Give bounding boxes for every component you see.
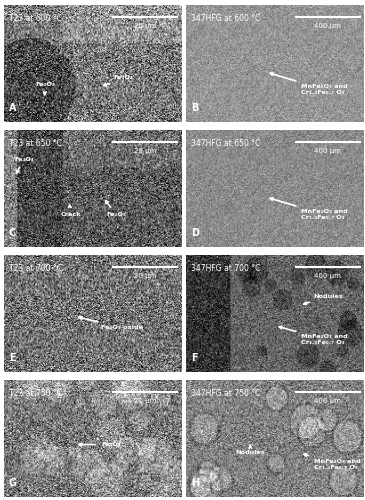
Text: 347HFG at 650 °C: 347HFG at 650 °C [192,140,261,148]
Text: Crack: Crack [60,205,81,217]
Text: A: A [9,103,16,113]
Text: 347HFG at 750 °C: 347HFG at 750 °C [192,390,261,398]
Text: T23 at 650 °C: T23 at 650 °C [9,140,62,148]
Text: 347HFG at 700 °C: 347HFG at 700 °C [192,264,261,274]
Text: 20 μm: 20 μm [134,398,157,404]
Text: MnFe₂O₃ and
Cr₁.₃Fe₀.₇ O₃: MnFe₂O₃ and Cr₁.₃Fe₀.₇ O₃ [270,198,348,220]
Text: B: B [192,103,199,113]
Text: MnFe₂O₃ and
Cr₁.₃Fe₀.₇ O₃: MnFe₂O₃ and Cr₁.₃Fe₀.₇ O₃ [304,454,360,470]
Text: MnFe₂O₃ and
Cr₁.₃Fe₀.₇ O₃: MnFe₂O₃ and Cr₁.₃Fe₀.₇ O₃ [279,326,348,345]
Text: 347HFG at 600 °C: 347HFG at 600 °C [192,14,261,24]
Text: Nodules: Nodules [304,294,343,304]
Text: D: D [192,228,199,238]
Text: E: E [9,353,16,363]
Text: H: H [192,478,200,488]
Text: Fe₂O₃: Fe₂O₃ [105,200,126,217]
Text: 400 μm: 400 μm [314,272,341,278]
Text: T23 at 600 °C: T23 at 600 °C [9,14,62,24]
Text: Fe₂O₃: Fe₂O₃ [35,82,55,94]
Text: 20 μm: 20 μm [134,272,157,278]
Text: 20 μm: 20 μm [134,22,157,28]
Text: G: G [9,478,17,488]
Text: Fe₃O₄: Fe₃O₄ [14,157,34,173]
Text: 20 μm: 20 μm [134,148,157,154]
Text: Fe₂O₃ oxide: Fe₂O₃ oxide [79,316,143,330]
Text: C: C [9,228,16,238]
Text: T23 at 700 °C: T23 at 700 °C [9,264,62,274]
Text: 400 μm: 400 μm [314,398,341,404]
Text: Fe₃O₄: Fe₃O₄ [79,442,121,447]
Text: F: F [192,353,198,363]
Text: 400 μm: 400 μm [314,22,341,28]
Text: Fe₃O₄: Fe₃O₄ [104,76,133,86]
Text: Nodules: Nodules [236,444,265,456]
Text: 400 μm: 400 μm [314,148,341,154]
Text: T23 at 750 °C: T23 at 750 °C [9,390,62,398]
Text: MnFe₂O₃ and
Cr₁.₃Fe₀.₇ O₃: MnFe₂O₃ and Cr₁.₃Fe₀.₇ O₃ [270,73,348,95]
